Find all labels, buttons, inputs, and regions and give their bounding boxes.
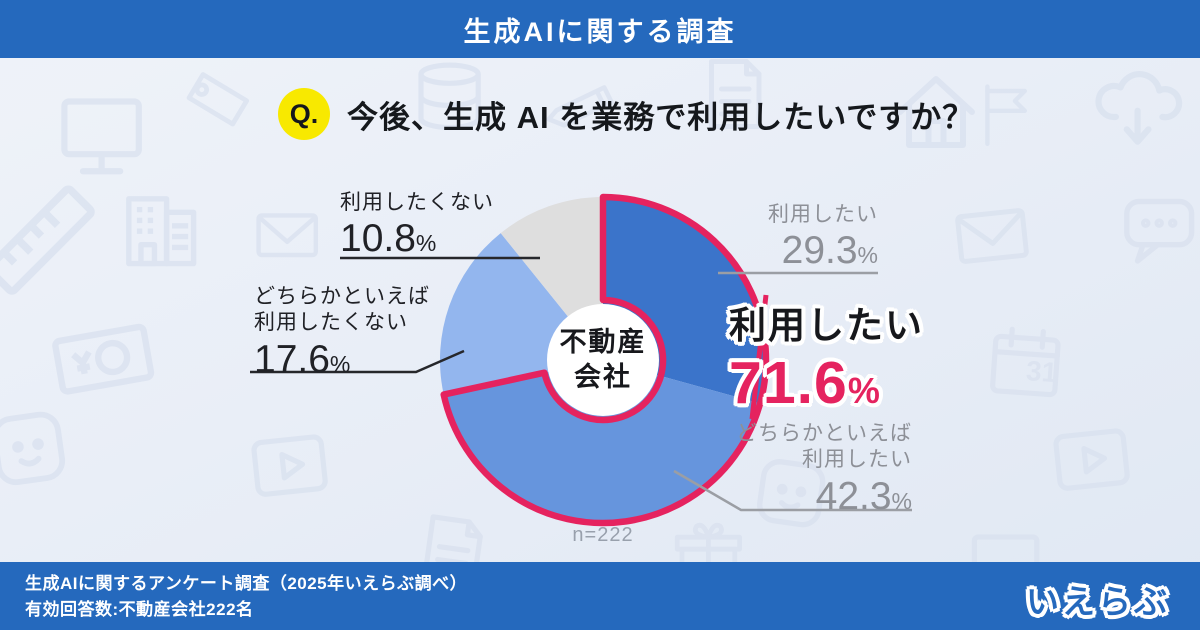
label-want-name: 利用したい bbox=[768, 203, 878, 226]
watermark-envelope-left-icon bbox=[259, 215, 316, 255]
label-not-want-unit: % bbox=[415, 230, 437, 257]
question-row: Q. 今後、生成 AI を業務で利用したいですか？ bbox=[278, 88, 974, 140]
watermark-envelope-right-icon bbox=[957, 210, 1026, 262]
center-label-line1: 不動産 bbox=[559, 326, 647, 357]
label-rather-want-name-line1: どちらかといえば bbox=[736, 422, 912, 445]
label-want: 利用したい 29.3% bbox=[768, 202, 878, 272]
watermark-video-right-icon bbox=[1055, 430, 1128, 489]
watermark-ruler-icon bbox=[0, 188, 93, 293]
label-want-unit: % bbox=[857, 242, 878, 269]
watermark-calendar-day: 31 bbox=[1025, 355, 1058, 388]
question-text: 今後、生成 AI を業務で利用したいですか？ bbox=[347, 99, 975, 135]
label-rather-want-value: 42.3 bbox=[815, 474, 892, 518]
label-rather-not-value: 17.6 bbox=[254, 337, 330, 381]
watermark-speech-bubble-icon bbox=[1127, 202, 1192, 261]
watermark-monitor-icon bbox=[64, 102, 138, 172]
donut-center-label: 不動産 会社 bbox=[560, 325, 647, 395]
label-not-want-value: 10.8 bbox=[340, 217, 416, 261]
donut-center bbox=[547, 304, 659, 416]
label-combined-highlight: 利用したい 71.6% bbox=[729, 303, 924, 413]
label-combined-value: 71.6 bbox=[729, 350, 848, 417]
center-label-line2: 会社 bbox=[574, 362, 632, 392]
source-line-2: 有効回答数:不動産会社222名 bbox=[25, 600, 254, 619]
source-line-1: 生成AIに関するアンケート調査（2025年いえらぶ調べ） bbox=[25, 574, 468, 593]
label-rather-not-name-line2: 利用したくない bbox=[254, 311, 408, 335]
label-rather-not-unit: % bbox=[329, 350, 351, 377]
watermark-building-icon bbox=[129, 199, 194, 264]
watermark-cloud-download-icon bbox=[1099, 74, 1180, 142]
label-rather-want: どちらかといえば 利用したい 42.3% bbox=[736, 421, 912, 517]
donut-chart bbox=[439, 193, 770, 527]
label-rather-want-name-line2: 利用したい bbox=[802, 448, 912, 472]
label-not-want-name: 利用したくない bbox=[340, 191, 494, 214]
label-rather-want-unit: % bbox=[891, 487, 912, 514]
sample-size-label: n=222 bbox=[572, 524, 634, 546]
label-rather-not: どちらかといえば 利用したくない 17.6% bbox=[254, 284, 430, 380]
watermark-video-icon bbox=[253, 436, 326, 495]
watermark-tag-icon bbox=[184, 66, 251, 133]
header-bar: 生成AIに関する調査 bbox=[0, 0, 1200, 58]
watermark-flag-icon bbox=[987, 87, 1024, 144]
question-badge: Q. bbox=[278, 88, 330, 140]
label-rather-not-name-line1: どちらかといえば bbox=[254, 285, 430, 308]
ielove-logo: いえらぶ bbox=[1026, 583, 1170, 620]
label-want-value: 29.3 bbox=[781, 229, 858, 273]
watermark-mascot-left-icon bbox=[0, 412, 64, 484]
watermark-banknote-icon bbox=[55, 326, 152, 392]
footer-bar: 生成AIに関するアンケート調査（2025年いえらぶ調べ） 有効回答数:不動産会社… bbox=[0, 562, 1200, 630]
label-combined-name: 利用したい bbox=[729, 305, 924, 346]
question-badge-label: Q. bbox=[289, 98, 319, 129]
label-not-want: 利用したくない 10.8% bbox=[340, 190, 494, 260]
page-title: 生成AIに関する調査 bbox=[463, 16, 737, 47]
label-combined-unit: % bbox=[847, 370, 881, 412]
